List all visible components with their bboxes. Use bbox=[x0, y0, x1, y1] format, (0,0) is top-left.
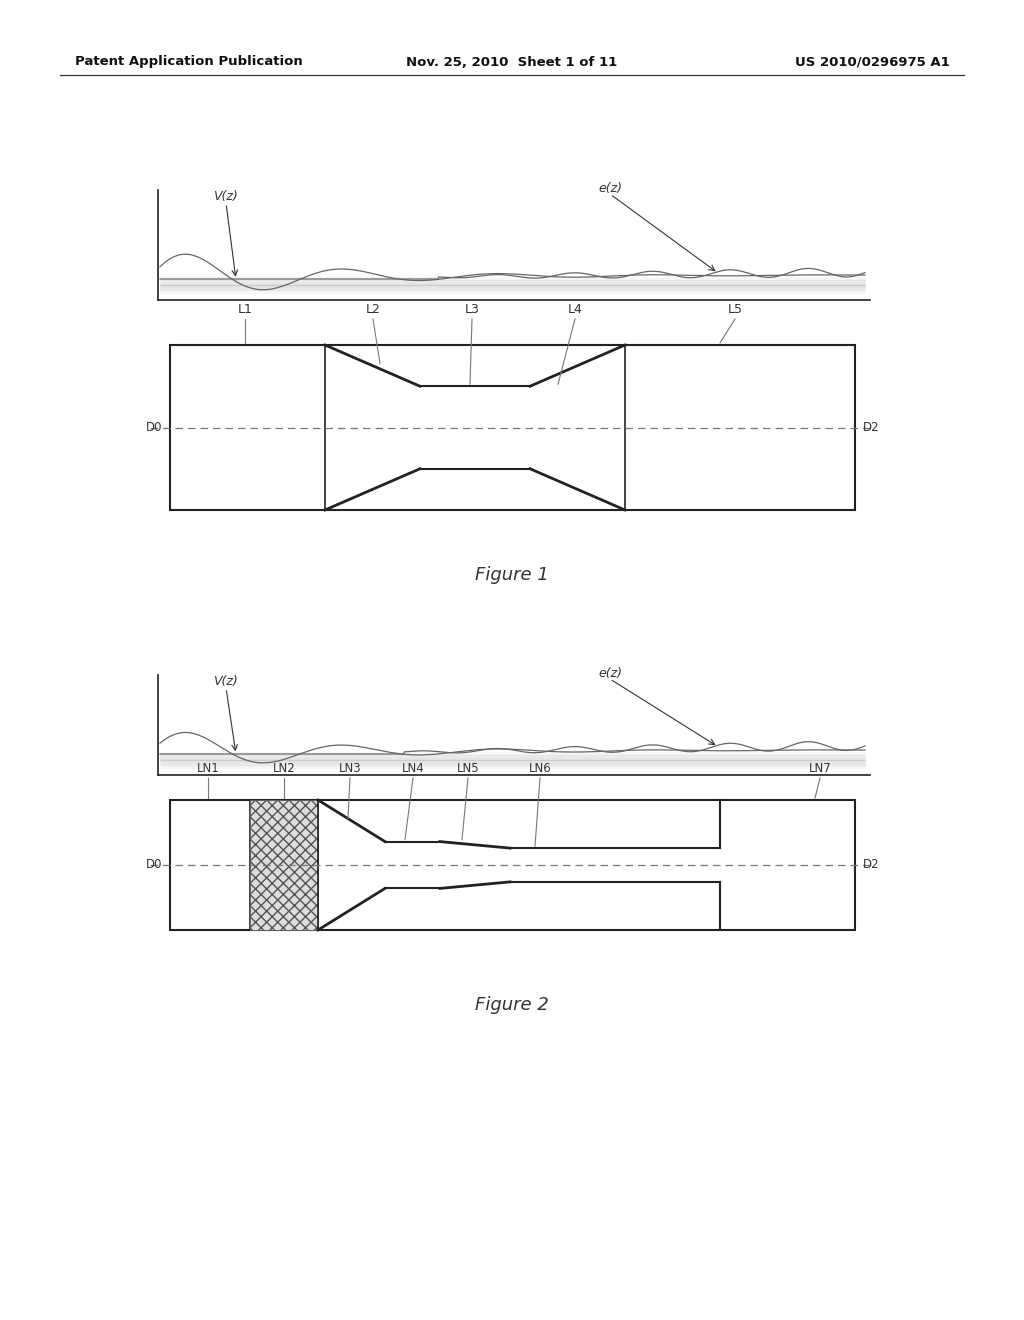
Text: L1: L1 bbox=[238, 304, 253, 315]
Text: LN4: LN4 bbox=[401, 762, 424, 775]
Text: L4: L4 bbox=[567, 304, 583, 315]
Text: V(z): V(z) bbox=[213, 675, 238, 688]
Text: LN5: LN5 bbox=[457, 762, 479, 775]
Text: L5: L5 bbox=[727, 304, 742, 315]
Text: Figure 1: Figure 1 bbox=[475, 566, 549, 583]
Bar bbox=[170, 800, 855, 931]
Text: D0: D0 bbox=[145, 858, 162, 871]
Text: V(z): V(z) bbox=[213, 190, 238, 203]
Text: D2: D2 bbox=[863, 421, 880, 434]
Text: L3: L3 bbox=[465, 304, 479, 315]
Text: LN6: LN6 bbox=[528, 762, 551, 775]
Text: e(z): e(z) bbox=[598, 182, 622, 195]
Text: LN2: LN2 bbox=[272, 762, 295, 775]
Text: Nov. 25, 2010  Sheet 1 of 11: Nov. 25, 2010 Sheet 1 of 11 bbox=[407, 55, 617, 69]
Text: D2: D2 bbox=[863, 858, 880, 871]
Bar bbox=[170, 345, 855, 510]
Text: US 2010/0296975 A1: US 2010/0296975 A1 bbox=[796, 55, 950, 69]
Text: LN7: LN7 bbox=[809, 762, 831, 775]
Text: D0: D0 bbox=[145, 421, 162, 434]
Text: Patent Application Publication: Patent Application Publication bbox=[75, 55, 303, 69]
Text: LN1: LN1 bbox=[197, 762, 219, 775]
Text: L2: L2 bbox=[366, 304, 381, 315]
Text: e(z): e(z) bbox=[598, 667, 622, 680]
Text: Figure 2: Figure 2 bbox=[475, 997, 549, 1014]
Bar bbox=[250, 800, 318, 931]
Text: LN3: LN3 bbox=[339, 762, 361, 775]
